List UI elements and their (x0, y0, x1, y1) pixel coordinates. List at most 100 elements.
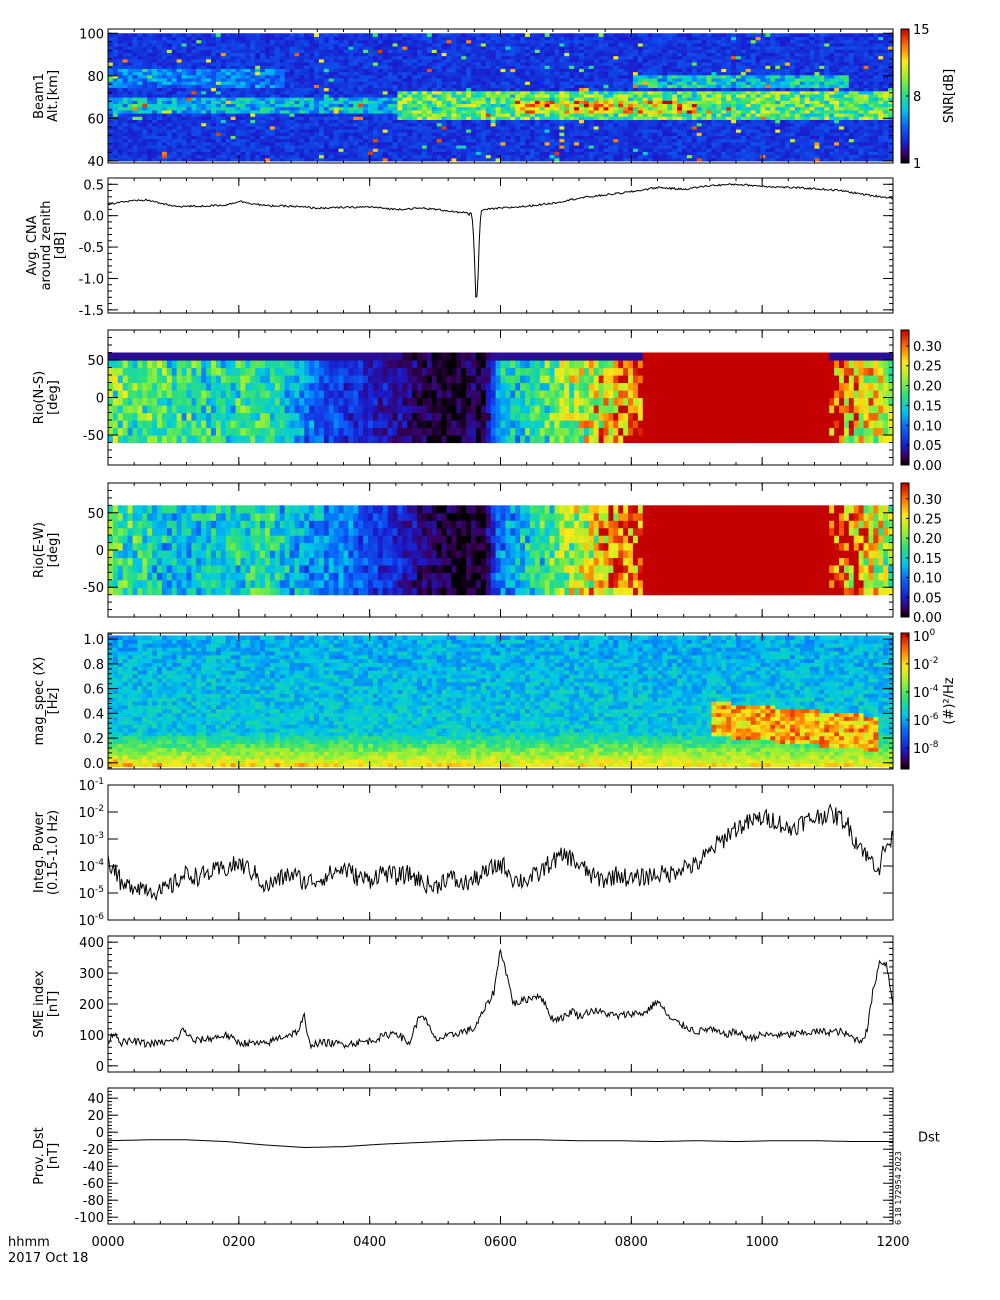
y-tick-label: 80 (87, 70, 104, 85)
x-tick-label: 1200 (876, 1235, 909, 1250)
panel-p2: -1.5 -1.0 -0.5 0.0 0.5 Avg. CNAaround zenith[… (25, 177, 894, 319)
y-tick-label: 0.6 (83, 683, 104, 698)
colorbar-tick-label: 0.00 (913, 611, 942, 626)
series-line-p7 (107, 949, 894, 1050)
colorbar-tick-label: 10-4 (913, 684, 939, 701)
colorbar-p5: 100 10-2 10-4 10-6 10-8 (#)²/Hz (900, 628, 957, 770)
colorbar-tick-label: 0.00 (913, 459, 942, 474)
y-tick-label: 0.5 (83, 178, 104, 193)
series-line-p8 (108, 1139, 893, 1148)
frame-p8 (107, 1087, 894, 1225)
colorbar-tick-label: 100 (913, 628, 936, 645)
heatmap-p5 (108, 635, 894, 768)
y-tick-label: 10-2 (78, 804, 104, 821)
y-axis-label: Avg. CNAaround zenith[dB] (25, 201, 68, 291)
panel-p8: Dst -100 -80 -60 -40 -20 0 20 40 Prov. Dst[nT] (32, 1087, 940, 1226)
y-tick-label: 20 (87, 1109, 104, 1124)
heatmap-p3 (108, 352, 894, 444)
colorbar-tick-label: 0.05 (913, 439, 942, 454)
y-tick-label: 0 (96, 1060, 104, 1075)
y-tick-label: 300 (79, 967, 104, 982)
colorbar-tick-label: 8 (913, 90, 921, 105)
y-tick-label: -1.5 (79, 304, 104, 319)
y-tick-label: 100 (79, 1029, 104, 1044)
y-tick-label: 10-1 (78, 777, 104, 794)
y-axis-label: Rio(E-W)[deg] (32, 522, 61, 578)
colorbar-p1: 1 8 15 SNR[dB] (900, 23, 957, 172)
y-axis-label: mag_spec (X)[Hz] (32, 657, 61, 746)
colorbar-tick-label: 0.25 (913, 512, 942, 527)
y-tick-label: 0.2 (83, 732, 104, 747)
panel-p3: 0.00 0.05 0.10 0.15 0.20 0.25 0.30 -50 0 50 Rio(N-… (32, 329, 942, 474)
y-axis-label: SME index[nT] (32, 970, 61, 1038)
y-tick-label: -50 (83, 429, 104, 444)
y-tick-label: 0.4 (83, 707, 104, 722)
colorbar-tick-label: 0.30 (913, 340, 942, 355)
y-tick-label: 0.0 (83, 757, 104, 772)
x-tick-label: 0800 (615, 1235, 648, 1250)
colorbar-tick-label: 10-6 (913, 712, 939, 729)
y-tick-label: -100 (74, 1211, 104, 1226)
y-axis-label: Prov. Dst[nT] (32, 1127, 61, 1184)
panel-p7: 0 100 200 300 400 SME index[nT] (32, 935, 894, 1075)
x-tick-label: 0600 (484, 1235, 517, 1250)
x-tick-label: 0200 (222, 1235, 255, 1250)
heatmap-p4 (108, 505, 894, 596)
colorbar-tick-label: 0.20 (913, 532, 942, 547)
y-axis-label: Beam1Alt.[km] (32, 70, 61, 122)
y-tick-label: 10-3 (78, 831, 104, 848)
x-tick-label: 0000 (91, 1235, 124, 1250)
y-tick-label: -20 (83, 1143, 104, 1158)
colorbar-tick-label: 0.15 (913, 399, 942, 414)
colorbar-tick-label: 15 (913, 23, 930, 38)
y-tick-label: 40 (87, 155, 104, 170)
x-axis-date: 2017 Oct 18 (8, 1251, 88, 1266)
y-tick-label: 0.8 (83, 658, 104, 673)
y-tick-label: -1.0 (79, 272, 104, 287)
y-tick-label: -0.5 (79, 241, 104, 256)
y-tick-label: 10-6 (78, 912, 104, 929)
colorbar-tick-label: 0.20 (913, 380, 942, 395)
x-tick-label: 1000 (746, 1235, 779, 1250)
panel-p4: 0.00 0.05 0.10 0.15 0.20 0.25 0.30 -50 0 50 Rio(E-… (32, 482, 942, 626)
panel-p6: 10-6 10-5 10-4 10-3 10-2 10-1 Integ. Power(0.1… (32, 777, 894, 929)
y-tick-label: 400 (79, 936, 104, 951)
y-axis-label: Integ. Power(0.15-1.0 Hz) (32, 810, 61, 895)
y-tick-label: -50 (83, 581, 104, 596)
y-axis-label: Rio(N-S)[deg] (32, 371, 61, 424)
y-tick-label: 0 (96, 544, 104, 559)
heatmap-p1 (108, 33, 894, 162)
y-tick-label: 0 (96, 392, 104, 407)
x-axis-title: hhmm (8, 1235, 50, 1250)
y-tick-label: 10-5 (78, 885, 104, 902)
y-tick-label: 1.0 (83, 633, 104, 648)
y-tick-label: -80 (83, 1194, 104, 1209)
frame-p2 (107, 177, 894, 314)
colorbar-tick-label: 0.05 (913, 591, 942, 606)
colorbar-tick-label: 10-8 (913, 740, 939, 757)
colorbar-tick-label: 0.15 (913, 552, 942, 567)
series-label: Dst (918, 1130, 940, 1145)
y-tick-label: 60 (87, 112, 104, 127)
y-tick-label: 100 (79, 27, 104, 42)
y-tick-label: 10-4 (78, 858, 104, 875)
panel-p1: 1 8 15 SNR[dB] 40 60 80 100 Beam1Alt.[km] (32, 23, 957, 172)
frame-p6 (107, 784, 894, 921)
series-line-p2 (107, 183, 894, 298)
y-tick-label: 40 (87, 1092, 104, 1107)
colorbar-tick-label: 1 (913, 157, 921, 172)
frame-p7 (107, 935, 894, 1073)
y-tick-label: 0 (96, 1126, 104, 1141)
y-tick-label: 0.0 (83, 210, 104, 225)
y-tick-label: -60 (83, 1177, 104, 1192)
y-tick-label: 50 (87, 507, 104, 522)
colorbar-p3: 0.00 0.05 0.10 0.15 0.20 0.25 0.30 (900, 329, 942, 474)
colorbar-p4: 0.00 0.05 0.10 0.15 0.20 0.25 0.30 (900, 482, 942, 626)
y-tick-label: -40 (83, 1160, 104, 1175)
colorbar-tick-label: 0.30 (913, 493, 942, 508)
colorbar-tick-label: 0.10 (913, 419, 942, 434)
y-tick-label: 50 (87, 354, 104, 369)
series-line-p6 (107, 803, 894, 901)
colorbar-label: SNR[dB] (942, 69, 957, 123)
